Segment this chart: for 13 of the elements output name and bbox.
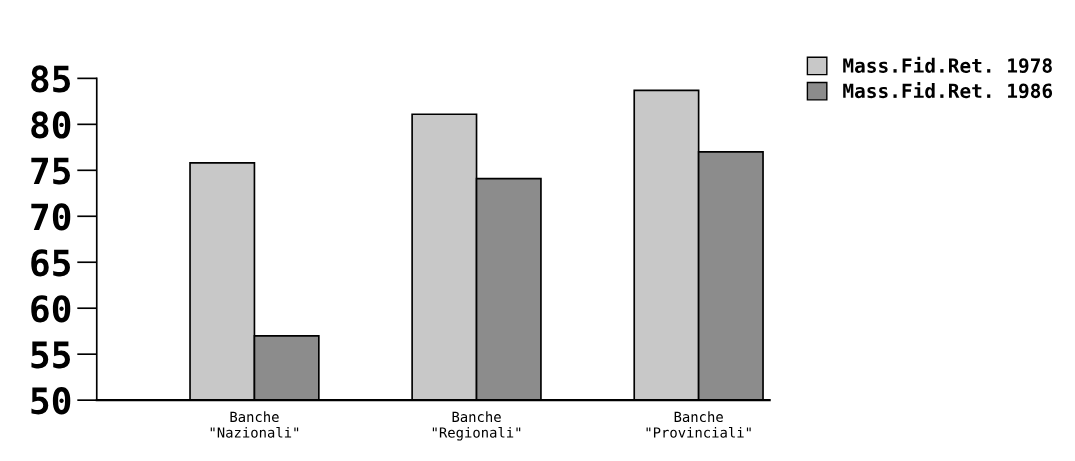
y-tick-label: 65 — [31, 249, 70, 277]
x-tick-label: Banche "Provinciali" — [646, 411, 751, 438]
legend-label: Mass.Fid.Ret. 1986 — [843, 82, 1053, 99]
x-tick-label: Banche "Nazionali" — [210, 411, 299, 438]
y-tick-label: 55 — [31, 341, 70, 369]
y-tick-label: 60 — [31, 295, 71, 323]
y-tick-label: 75 — [31, 157, 70, 185]
y-tick-label: 50 — [31, 387, 71, 415]
y-tick-label: 85 — [31, 65, 70, 93]
y-tick-label: 80 — [31, 111, 71, 139]
legend-label: Mass.Fid.Ret. 1978 — [843, 56, 1052, 73]
y-tick-label: 70 — [31, 203, 71, 231]
x-tick-label: Banche "Regionali" — [432, 411, 521, 441]
